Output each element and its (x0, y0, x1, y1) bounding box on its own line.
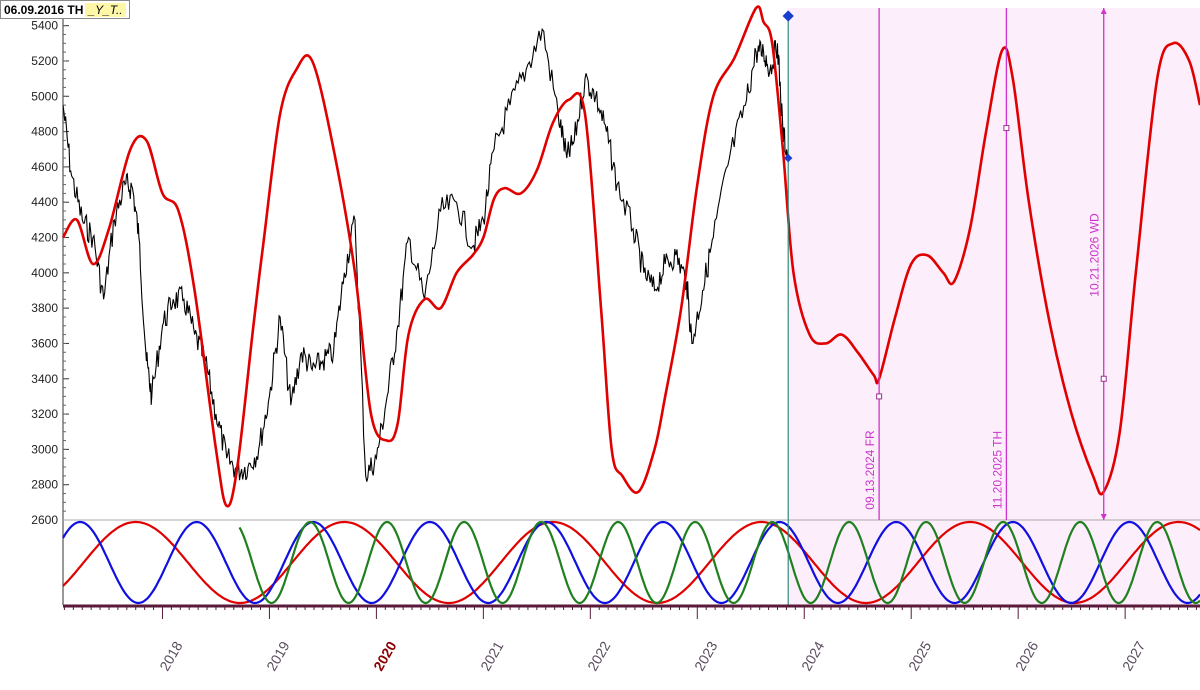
composite-cycle-line (61, 5, 1200, 508)
forecast-markers: 09.13.2024 FR 11.20.2025 TH 10.21.2026 WD (782, 8, 1107, 605)
date-header: 06.09.2016 TH _Y_T.. (0, 0, 130, 19)
y-tick-label: 4400 (31, 195, 58, 209)
x-tick-label: 2027 (1119, 638, 1149, 673)
marker-label: 09.13.2024 FR (863, 430, 877, 510)
x-tick-label: 2021 (477, 638, 507, 673)
y-tick-label: 3400 (31, 372, 58, 386)
marker-arrow-top (1100, 8, 1107, 14)
marker-point (1100, 375, 1107, 382)
price-line (62, 27, 789, 482)
cycles-panel (62, 520, 1200, 605)
y-tick-label: 3000 (31, 442, 58, 456)
y-tick-label: 3600 (31, 336, 58, 350)
cycle-red (62, 520, 1200, 605)
marker-point (876, 393, 883, 400)
x-tick-label: 2024 (798, 638, 828, 673)
y-tick-label: 5400 (31, 19, 58, 33)
y-tick-label: 4000 (31, 266, 58, 280)
x-tick-label: 2025 (905, 638, 935, 673)
x-tick-label: 2026 (1012, 638, 1042, 673)
y-tick-label: 3200 (31, 407, 58, 421)
marker-point (1003, 125, 1010, 132)
y-tick-label: 5200 (31, 54, 58, 68)
plot-area (61, 5, 1200, 508)
y-tick-label: 3800 (31, 301, 58, 315)
date-label: 06.09.2016 TH (4, 3, 84, 17)
y-tick-label: 5000 (31, 89, 58, 103)
y-tick-label: 4800 (31, 125, 58, 139)
y-tick-label: 4200 (31, 231, 58, 245)
y-axis: 2600 2800 3000 3200 3400 3600 3800 4000 4200 4400… (31, 7, 1200, 605)
cycle-green (238, 520, 1200, 605)
x-tick-label: 2020 (370, 638, 400, 673)
y-tick-label: 2800 (31, 478, 58, 492)
symbol-tag[interactable]: _Y_T.. (85, 3, 126, 17)
x-axis: 2018 2019 2020 2021 2022 2023 2024 2025 2026 2027 (63, 604, 1200, 674)
y-tick-label: 4600 (31, 160, 58, 174)
y-tick-label: 2600 (31, 513, 58, 527)
marker-arrow-bottom (1100, 514, 1107, 520)
x-tick-label: 2023 (691, 638, 721, 673)
x-tick-label: 2018 (156, 638, 186, 673)
x-tick-label: 2019 (263, 638, 293, 673)
cycle-blue (62, 520, 1200, 605)
marker-label: 11.20.2025 TH (990, 431, 1004, 509)
forecast-region (788, 8, 1200, 605)
x-tick-label: 2022 (584, 638, 614, 673)
marker-label: 10.21.2026 WD (1088, 213, 1102, 297)
